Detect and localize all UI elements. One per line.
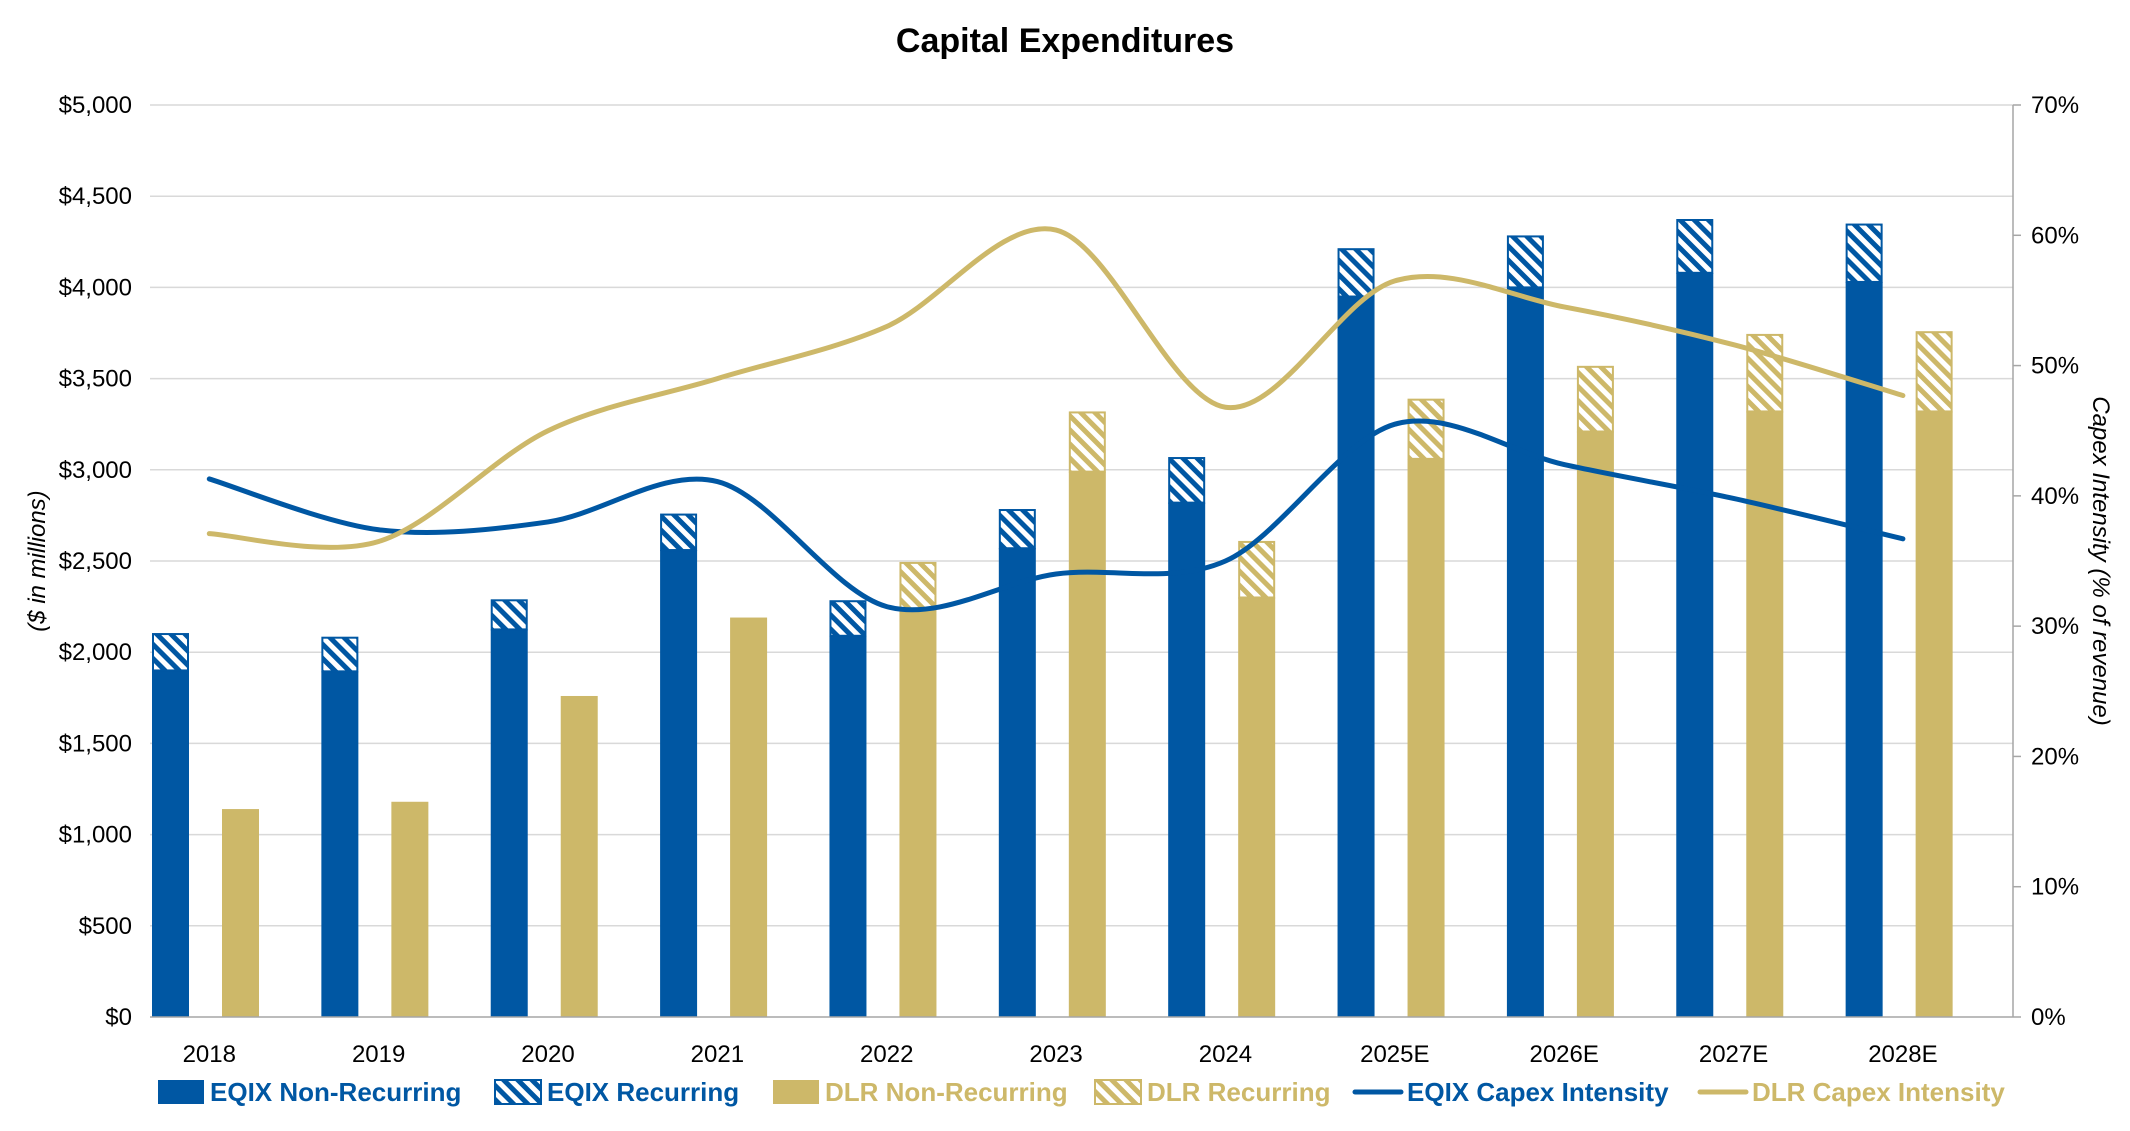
legend-label-eqix-non-recurring: EQIX Non-Recurring	[210, 1077, 461, 1107]
bar-eqix-non-recurring	[1845, 281, 1883, 1018]
bar-dlr-non-recurring	[1746, 411, 1784, 1017]
legend-label-eqix-recurring: EQIX Recurring	[547, 1077, 739, 1107]
y-tick-label: $500	[79, 913, 132, 940]
bar-eqix-recurring	[1845, 223, 1883, 283]
bar-dlr-recurring	[1915, 331, 1953, 413]
bar-dlr-non-recurring	[1407, 458, 1445, 1018]
intensity-lines	[206, 226, 1906, 613]
legend-swatch-dlr-non-recurring	[773, 1080, 819, 1104]
y-tick-label: $5,000	[59, 92, 132, 119]
legend-label-dlr-non-recurring: DLR Non-Recurring	[825, 1077, 1068, 1107]
bar-dlr-non-recurring	[1068, 471, 1106, 1017]
bar-eqix-recurring	[660, 513, 698, 552]
chart-title: Capital Expenditures	[896, 22, 1234, 60]
bar-eqix-recurring	[998, 509, 1036, 550]
x-tick-label: 2028E	[1868, 1041, 1937, 1068]
bar-eqix-non-recurring	[829, 635, 867, 1017]
bar-eqix-non-recurring	[1506, 287, 1544, 1017]
bar-eqix-non-recurring	[1337, 296, 1375, 1017]
y2-tick-label: 20%	[2031, 743, 2079, 770]
bar-eqix-recurring	[152, 633, 189, 672]
bar-eqix-non-recurring	[1168, 502, 1206, 1018]
y-axis-title: ($ in millions)	[24, 490, 51, 631]
x-tick-label: 2019	[352, 1041, 405, 1068]
bar-eqix-recurring	[321, 636, 359, 673]
bar-dlr-recurring	[1746, 333, 1784, 413]
bar-eqix-recurring	[829, 600, 867, 637]
x-tick-label: 2026E	[1529, 1041, 1598, 1068]
bar-dlr-non-recurring	[1238, 597, 1276, 1017]
bar-dlr-non-recurring	[730, 617, 768, 1017]
bar-eqix-non-recurring	[321, 671, 359, 1017]
bar-eqix-non-recurring	[660, 550, 698, 1017]
legend-swatch-eqix-recurring	[494, 1079, 542, 1105]
y2-axis-title: Capex Intensity (% of revenue)	[2087, 396, 2114, 726]
legend-label-dlr-capex-intensity: DLR Capex Intensity	[1752, 1077, 2005, 1107]
x-tick-label: 2027E	[1699, 1041, 1768, 1068]
x-tick-label: 2022	[860, 1041, 913, 1068]
bar-eqix-non-recurring	[1676, 272, 1714, 1018]
bar-dlr-non-recurring	[899, 608, 937, 1017]
bar-eqix-non-recurring	[998, 548, 1036, 1017]
bar-eqix-recurring	[490, 599, 528, 631]
line-dlr-capex-intensity	[206, 226, 1906, 550]
y-tick-label: $3,500	[59, 366, 132, 393]
y2-tick-label: 0%	[2031, 1004, 2066, 1031]
y2-tick-label: 50%	[2031, 353, 2079, 380]
y-tick-label: $4,000	[59, 274, 132, 301]
legend-swatch-dlr-recurring	[1094, 1079, 1142, 1105]
bar-eqix-non-recurring	[490, 629, 528, 1017]
bar-eqix-recurring	[1676, 219, 1714, 274]
y-tick-label: $2,500	[59, 548, 132, 575]
x-tick-label: 2025E	[1360, 1041, 1429, 1068]
legend-swatch-eqix-non-recurring	[158, 1080, 204, 1104]
y2-tick-label: 60%	[2031, 222, 2079, 249]
y-tick-label: $4,500	[59, 183, 132, 210]
bar-dlr-recurring	[1407, 398, 1445, 460]
bar-dlr-non-recurring	[222, 809, 259, 1017]
bar-eqix-non-recurring	[152, 670, 189, 1017]
legend-label-eqix-capex-intensity: EQIX Capex Intensity	[1407, 1077, 1669, 1107]
bar-eqix-recurring	[1168, 457, 1206, 504]
y2-tick-label: 10%	[2031, 874, 2079, 901]
bars	[152, 219, 1953, 1018]
x-tick-label: 2021	[691, 1041, 744, 1068]
bar-dlr-non-recurring	[560, 695, 598, 1017]
x-tick-label: 2020	[521, 1041, 574, 1068]
y-tick-label: $0	[105, 1004, 132, 1031]
y2-tick-label: 30%	[2031, 613, 2079, 640]
y2-tick-label: 70%	[2031, 92, 2079, 119]
bar-dlr-recurring	[1068, 411, 1106, 473]
y-tick-label: $3,000	[59, 457, 132, 484]
x-tick-label: 2023	[1029, 1041, 1082, 1068]
bar-eqix-recurring	[1506, 235, 1544, 289]
bar-dlr-recurring	[899, 561, 937, 610]
legend: EQIX Non-Recurring EQIX Recurring DLR Non-…	[158, 1077, 2005, 1107]
x-tick-label: 2018	[183, 1041, 236, 1068]
bar-dlr-non-recurring	[391, 801, 429, 1017]
legend-label-dlr-recurring: DLR Recurring	[1147, 1077, 1330, 1107]
y-tick-label: $1,000	[59, 822, 132, 849]
bar-dlr-non-recurring	[1576, 431, 1614, 1018]
bar-dlr-non-recurring	[1915, 411, 1953, 1017]
x-tick-label: 2024	[1199, 1041, 1252, 1068]
line-eqix-capex-intensity	[206, 418, 1906, 613]
y-tick-label: $2,000	[59, 639, 132, 666]
y2-tick-label: 40%	[2031, 483, 2079, 510]
bar-eqix-recurring	[1337, 248, 1375, 298]
bar-dlr-recurring	[1576, 365, 1614, 433]
axes: $0 $500 $1,000 $1,500 $2,000 $2,500 $3,000 $3,5…	[59, 92, 2079, 1068]
y-tick-label: $1,500	[59, 730, 132, 757]
